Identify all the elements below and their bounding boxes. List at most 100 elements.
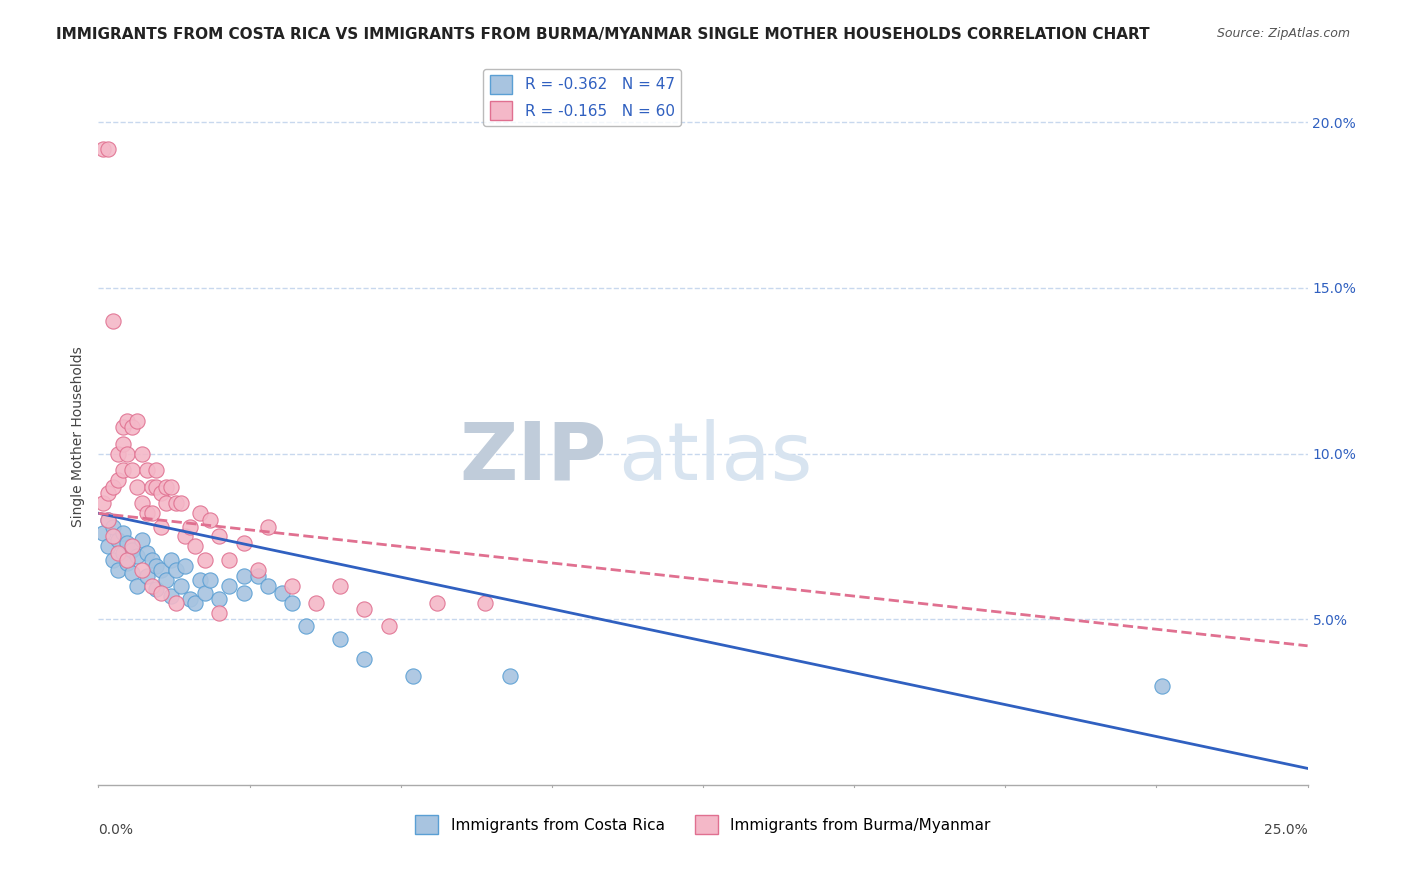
Point — [232, 569, 254, 583]
Point — [97, 142, 120, 156]
Point — [117, 552, 139, 566]
Point — [111, 420, 134, 434]
Point — [135, 463, 157, 477]
Point — [218, 552, 240, 566]
Point — [141, 506, 163, 520]
Point — [91, 142, 114, 156]
Point — [135, 569, 157, 583]
Point — [131, 563, 153, 577]
Point — [281, 579, 304, 593]
Point — [295, 619, 318, 633]
Point — [107, 473, 129, 487]
Point — [141, 480, 163, 494]
Point — [247, 569, 270, 583]
Point — [169, 579, 191, 593]
Point — [232, 586, 254, 600]
Point — [165, 596, 187, 610]
Point — [305, 596, 328, 610]
Point — [169, 496, 191, 510]
Point — [117, 413, 139, 427]
Point — [101, 552, 124, 566]
Point — [91, 526, 114, 541]
Point — [145, 463, 167, 477]
Point — [135, 546, 157, 560]
Point — [353, 652, 375, 666]
Point — [208, 592, 231, 607]
Point — [101, 480, 124, 494]
Point — [426, 596, 449, 610]
Point — [101, 314, 124, 328]
Point — [165, 496, 187, 510]
Point — [131, 447, 153, 461]
Point — [131, 496, 153, 510]
Point — [155, 573, 177, 587]
Point — [194, 552, 217, 566]
Point — [353, 602, 375, 616]
Point — [198, 573, 221, 587]
Point — [135, 506, 157, 520]
Point — [127, 413, 149, 427]
Point — [188, 506, 211, 520]
Point — [150, 563, 173, 577]
Point — [179, 592, 201, 607]
Point — [107, 533, 129, 547]
Point — [184, 540, 207, 554]
Point — [198, 513, 221, 527]
Legend: R = -0.362   N = 47, R = -0.165   N = 60: R = -0.362 N = 47, R = -0.165 N = 60 — [484, 69, 681, 126]
Point — [97, 513, 120, 527]
Point — [256, 519, 278, 533]
Point — [111, 463, 134, 477]
Point — [111, 546, 134, 560]
Point — [101, 519, 124, 533]
Text: 0.0%: 0.0% — [98, 823, 134, 838]
Point — [127, 579, 149, 593]
Point — [247, 563, 270, 577]
Point — [329, 632, 352, 647]
Point — [160, 552, 183, 566]
Point — [117, 447, 139, 461]
Point — [232, 536, 254, 550]
Point — [97, 540, 120, 554]
Point — [121, 540, 143, 554]
Point — [107, 546, 129, 560]
Point — [91, 496, 114, 510]
Point — [107, 447, 129, 461]
Text: IMMIGRANTS FROM COSTA RICA VS IMMIGRANTS FROM BURMA/MYANMAR SINGLE MOTHER HOUSEH: IMMIGRANTS FROM COSTA RICA VS IMMIGRANTS… — [56, 27, 1150, 42]
Point — [194, 586, 217, 600]
Point — [208, 606, 231, 620]
Point — [160, 480, 183, 494]
Point — [107, 563, 129, 577]
Point — [121, 420, 143, 434]
Point — [101, 529, 124, 543]
Point — [141, 552, 163, 566]
Point — [145, 582, 167, 597]
Point — [402, 668, 425, 682]
Text: 25.0%: 25.0% — [1264, 823, 1308, 838]
Point — [218, 579, 240, 593]
Point — [165, 563, 187, 577]
Point — [141, 579, 163, 593]
Point — [111, 436, 134, 450]
Point — [131, 533, 153, 547]
Point — [329, 579, 352, 593]
Point — [271, 586, 294, 600]
Point — [1152, 679, 1174, 693]
Point — [111, 526, 134, 541]
Text: ZIP: ZIP — [458, 419, 606, 497]
Point — [474, 596, 496, 610]
Point — [97, 513, 120, 527]
Point — [121, 566, 143, 580]
Point — [179, 519, 201, 533]
Point — [498, 668, 520, 682]
Point — [160, 589, 183, 603]
Point — [188, 573, 211, 587]
Y-axis label: Single Mother Households: Single Mother Households — [70, 347, 84, 527]
Point — [281, 596, 304, 610]
Text: atlas: atlas — [619, 419, 813, 497]
Point — [377, 619, 399, 633]
Point — [117, 536, 139, 550]
Point — [174, 529, 197, 543]
Point — [174, 559, 197, 574]
Point — [155, 496, 177, 510]
Point — [145, 480, 167, 494]
